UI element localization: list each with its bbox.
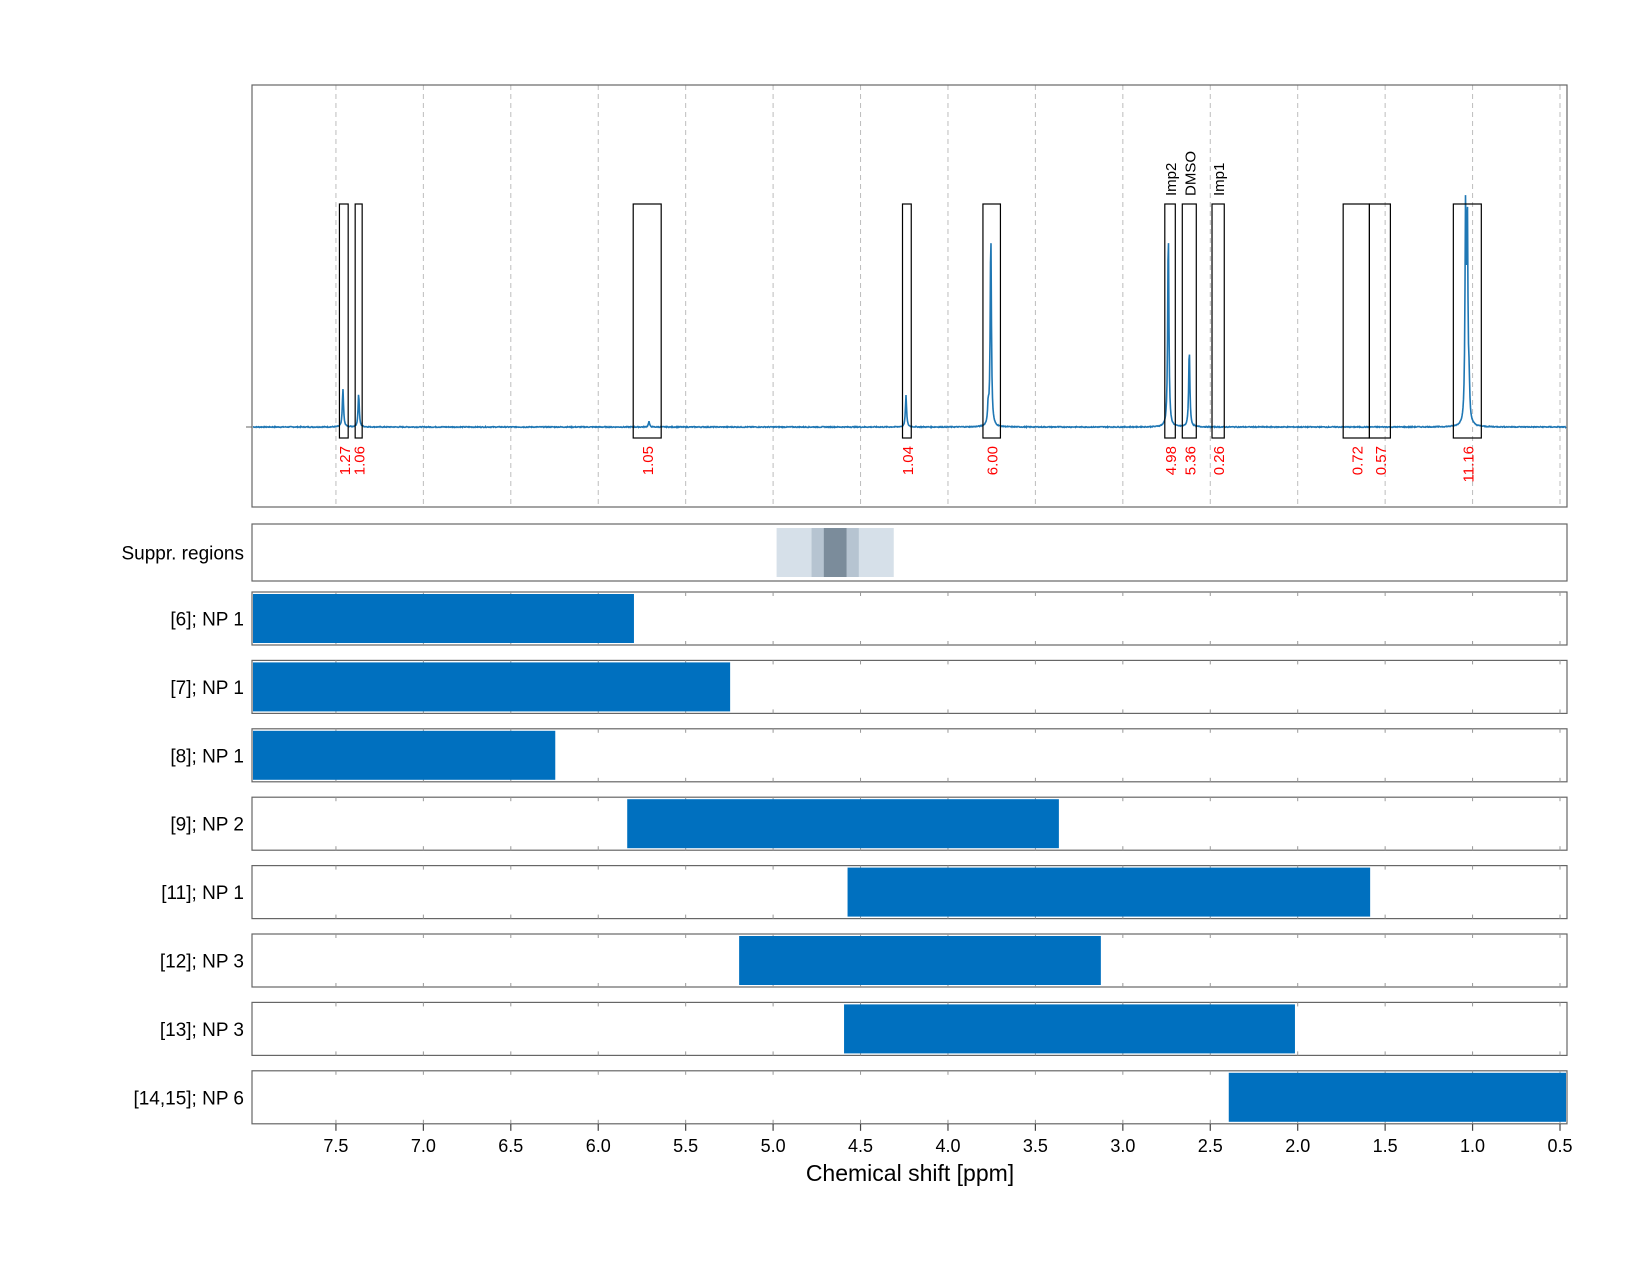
x-tick-label: 5.5 (673, 1136, 698, 1156)
range-row-label: [6]; NP 1 (170, 610, 244, 631)
integral-value: 11.16 (1460, 446, 1477, 482)
range-bar (739, 936, 1101, 985)
x-tick-label: 6.0 (586, 1136, 611, 1156)
x-axis: 7.5 7.0 6.5 6.0 5.5 5.0 4.5 4.0 3.5 3.0 2.5 2.0 1.5 1… (323, 1123, 1573, 1156)
range-bar (253, 730, 556, 780)
integration-region-box (1342, 203, 1371, 439)
x-tick-label: 2.5 (1198, 1136, 1223, 1156)
spectrum-panel: 1.271.06 1.05 1.04 6.00 4.98 Imp2 5.36 DMSO 0.26… (246, 84, 1568, 508)
range-row-label: [12]; NP 3 (160, 952, 244, 973)
x-tick-label: 7.0 (411, 1136, 436, 1156)
integration-region-box (982, 203, 1002, 439)
range-bar (847, 867, 1371, 917)
integral-value: 1.27 (337, 446, 354, 475)
spectrum-frame (251, 84, 1568, 508)
range-row-label: [8]; NP 1 (170, 746, 244, 767)
integral-value: 5.36 (1182, 446, 1199, 475)
peak-label: Imp1 (1211, 163, 1228, 196)
suppression-frame (251, 523, 1568, 582)
integration-region-box (354, 203, 363, 439)
range-row-label: [13]; NP 3 (160, 1020, 244, 1041)
x-tick-label: 5.0 (761, 1136, 786, 1156)
integration-region-box (1452, 203, 1482, 439)
range-bar (253, 662, 731, 712)
integral-value: 1.04 (900, 446, 917, 475)
integral-value: 0.72 (1349, 446, 1366, 475)
range-bar (253, 594, 634, 643)
range-row: [14,15]; NP 6 (133, 1070, 1568, 1125)
integral-value: 0.57 (1373, 446, 1390, 475)
integral-value: 4.98 (1163, 446, 1180, 475)
range-row-label: [9]; NP 2 (170, 815, 244, 836)
range-bars-panel: [6]; NP 1 [7]; NP 1 [8]; NP 1 [9]; NP 2 [11]… (133, 591, 1568, 1125)
range-row: [6]; NP 1 (170, 591, 1568, 646)
x-tick-label: 4.5 (848, 1136, 873, 1156)
integration-region-box (1181, 203, 1197, 439)
integral-value: 1.06 (352, 446, 369, 475)
range-row-label: [14,15]; NP 6 (133, 1088, 244, 1109)
spectrum-line (252, 195, 1567, 430)
peak-label: DMSO (1182, 151, 1199, 196)
x-tick-label: 6.5 (498, 1136, 523, 1156)
range-bar (627, 799, 1059, 849)
x-tick-label: 7.5 (323, 1136, 348, 1156)
range-row: [12]; NP 3 (160, 933, 1568, 988)
suppression-label: Suppr. regions (121, 544, 244, 565)
integration-region-box (901, 203, 912, 439)
x-tick-label: 1.5 (1373, 1136, 1398, 1156)
x-tick-label: 3.0 (1110, 1136, 1135, 1156)
integral-value: 6.00 (985, 446, 1002, 475)
range-row: [8]; NP 1 (170, 728, 1568, 783)
x-tick-label: 0.5 (1547, 1136, 1572, 1156)
x-axis-label: Chemical shift [ppm] (806, 1160, 1014, 1186)
suppression-regions-panel: Suppr. regions (121, 523, 1568, 582)
integration-region-box (1211, 203, 1225, 439)
range-row-label: [11]; NP 1 (161, 883, 244, 904)
range-row: [9]; NP 2 (170, 796, 1568, 851)
range-row: [11]; NP 1 (161, 864, 1568, 920)
range-bar (1228, 1072, 1566, 1122)
range-row: [13]; NP 3 (160, 1001, 1568, 1057)
range-row-label: [7]; NP 1 (170, 678, 244, 699)
integral-value: 0.26 (1211, 446, 1228, 475)
integral-value: 1.05 (640, 446, 657, 475)
integration-region-box (1368, 203, 1391, 439)
x-tick-label: 1.0 (1460, 1136, 1485, 1156)
peak-label: Imp2 (1163, 163, 1180, 196)
integration-region-box (1164, 203, 1176, 439)
x-tick-label: 2.0 (1285, 1136, 1310, 1156)
range-bar (844, 1004, 1295, 1054)
integration-region-box (632, 203, 662, 439)
x-tick-label: 4.0 (935, 1136, 960, 1156)
suppression-region (823, 528, 847, 577)
x-tick-label: 3.5 (1023, 1136, 1048, 1156)
range-row: [7]; NP 1 (170, 659, 1568, 715)
integration-region-box (338, 203, 349, 439)
